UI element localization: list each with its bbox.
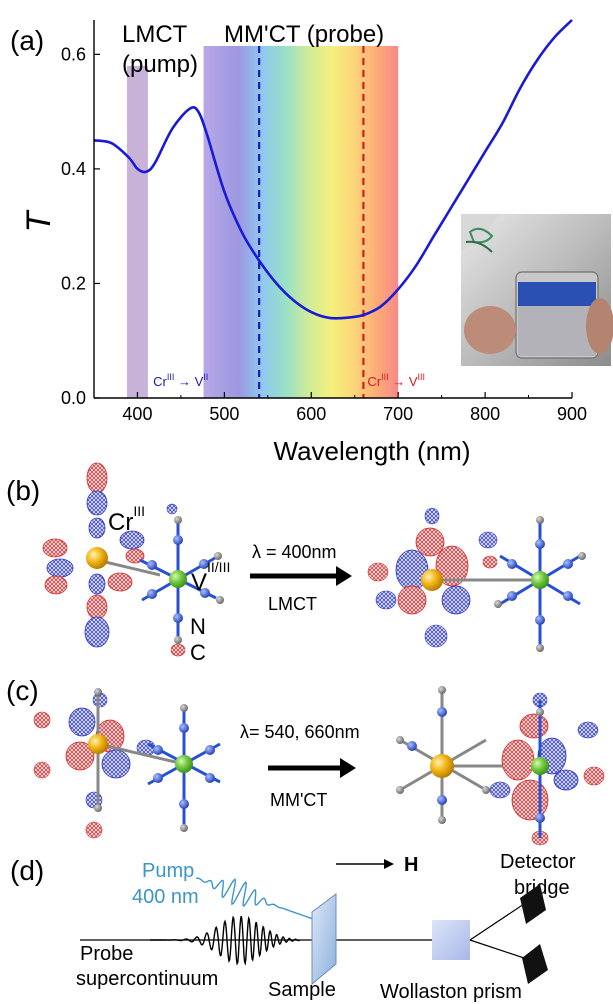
cr-oxidation: III (133, 503, 145, 519)
v-oxidation: II/III (207, 559, 230, 575)
panel-label-b: (b) (6, 475, 40, 506)
detector-top (520, 884, 546, 924)
sample-photo-inset (461, 214, 613, 366)
probe-spectrum-band (203, 46, 399, 398)
lambda-b: λ = 400nm (252, 542, 337, 562)
field-arrow (336, 859, 394, 869)
arrow-b (250, 566, 352, 586)
pump-pulse (195, 877, 317, 921)
pump-label-line1: LMCT (122, 21, 188, 48)
probe-text-line2: supercontinuum (76, 968, 218, 990)
y-axis-ticks: 0.0 0.2 0.4 0.6 (61, 44, 100, 408)
molecule-c-left (33, 688, 185, 839)
x-tick-label-0: 400 (122, 404, 152, 424)
x-axis-label: Wavelength (nm) (274, 436, 471, 466)
svg-text:VII/III: VII/III (191, 559, 230, 596)
molecule-b-v (139, 503, 224, 657)
y-tick-label-1: 0.2 (61, 273, 86, 293)
x-tick-label-2: 600 (296, 404, 326, 424)
x-tick-label-5: 900 (557, 404, 587, 424)
svg-text:CrIII: CrIII (108, 503, 145, 536)
detector-line1: Detector (500, 851, 576, 873)
molecule-b-left (42, 462, 161, 648)
probe-label: MM'CT (probe) (224, 21, 384, 48)
pump-text-line2: 400 nm (132, 886, 199, 908)
panel-b-lmct: (b) (6, 462, 586, 665)
panel-label-d: (d) (10, 855, 44, 886)
pump-label-line2: (pump) (122, 51, 198, 78)
molecule-c-v (147, 704, 221, 832)
sample-label: Sample (268, 979, 336, 1001)
y-tick-label-2: 0.4 (61, 159, 86, 179)
panel-label-a: (a) (10, 25, 44, 56)
transition-c: MM'CT (270, 790, 327, 810)
wollaston-label: Wollaston prism (380, 981, 522, 1003)
lambda-c: λ= 540, 660nm (240, 722, 360, 742)
pump-text-line1: Pump (142, 860, 194, 882)
split-beam-up (469, 899, 531, 941)
detector-bottom (522, 944, 548, 984)
panel-a-chart: CrIII → VII CrIII → VIII 400 500 600 700 800 9… (10, 19, 613, 466)
n-label: N (190, 614, 206, 639)
field-label: H (404, 854, 418, 876)
y-axis-label: T (20, 209, 58, 232)
arrow-c (268, 758, 356, 778)
molecule-c-right (396, 686, 605, 846)
x-tick-label-4: 800 (470, 404, 500, 424)
pump-band (127, 65, 148, 399)
panel-label-c: (c) (6, 675, 39, 706)
marker-label-1: CrIII → VIII (367, 372, 425, 389)
c-label: C (190, 640, 206, 665)
cr-label: Cr (108, 509, 133, 536)
x-tick-label-3: 700 (383, 404, 413, 424)
transition-b: LMCT (268, 594, 317, 614)
marker-label-0: CrIII → VII (153, 372, 208, 389)
transmission-curve (93, 19, 573, 320)
probe-text-line1: Probe (80, 943, 133, 965)
wollaston-prism (432, 920, 470, 960)
x-tick-label-1: 500 (209, 404, 239, 424)
sample-plate (311, 893, 337, 986)
y-tick-label-3: 0.6 (61, 44, 86, 64)
x-axis-ticks: 400 500 600 700 800 900 (93, 392, 587, 424)
split-beam-down (469, 939, 531, 961)
molecule-b-right (367, 507, 586, 652)
panel-c-mmct: (c) (6, 675, 605, 846)
transition-markers: CrIII → VII CrIII → VIII (153, 46, 425, 398)
v-label: V (191, 569, 207, 596)
panel-d-setup: (d) Pump 400 nm H Detector bridge Probe … (10, 851, 576, 1003)
y-tick-label-0: 0.0 (61, 388, 86, 408)
